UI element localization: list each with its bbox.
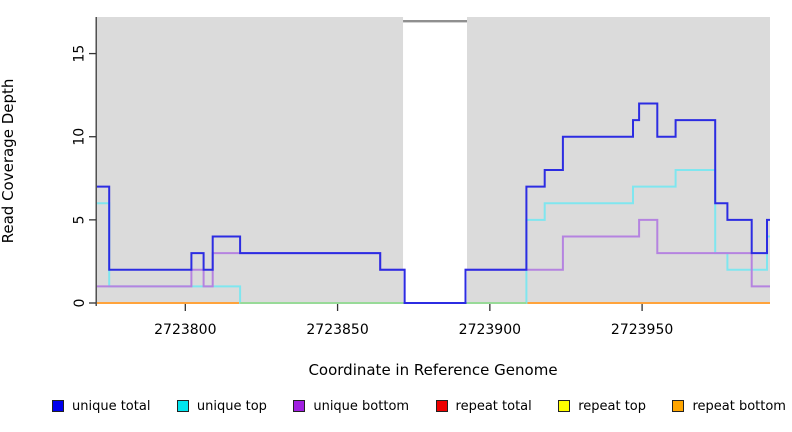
legend-label: repeat top bbox=[578, 398, 646, 414]
repeat-top-swatch-icon bbox=[558, 400, 571, 412]
legend-item-repeat-bottom: repeat bottom bbox=[672, 399, 786, 414]
x-tick-label: 2723900 bbox=[459, 322, 521, 338]
unique-top-swatch-icon bbox=[176, 400, 189, 412]
legend-item-unique-total: unique total bbox=[52, 399, 150, 414]
chart-legend: unique total unique top unique bottom re… bbox=[52, 396, 786, 416]
repeat-bottom-swatch-icon bbox=[672, 400, 685, 412]
x-axis-title: Coordinate in Reference Genome bbox=[308, 361, 558, 379]
coverage-chart: 0 5 10 15 2723800 2723850 2723900 2723950 bbox=[72, 17, 770, 338]
y-axis-title: Read Coverage Depth bbox=[0, 78, 17, 244]
masked-region-top-bar bbox=[403, 20, 467, 23]
y-tick-label: 5 bbox=[72, 215, 88, 224]
legend-item-unique-top: unique top bbox=[176, 398, 267, 414]
legend-label: unique total bbox=[72, 398, 151, 414]
legend-label: repeat total bbox=[455, 398, 532, 414]
unique-total-swatch-icon bbox=[52, 400, 64, 412]
y-tick-label: 0 bbox=[72, 299, 88, 308]
y-tick-label: 15 bbox=[72, 45, 88, 63]
legend-label: unique top bbox=[196, 398, 267, 414]
series-line-unique-total bbox=[97, 102, 770, 304]
x-tick-label: 2723850 bbox=[306, 322, 368, 338]
legend-label: unique bottom bbox=[313, 398, 410, 414]
legend-item-repeat-top: repeat top bbox=[558, 399, 646, 414]
legend-item-repeat-total: repeat total bbox=[435, 398, 532, 414]
series-line-unique-top bbox=[97, 169, 770, 304]
x-tick-label: 2723800 bbox=[154, 322, 216, 338]
masked-region bbox=[403, 17, 467, 303]
legend-item-unique-bottom: unique bottom bbox=[293, 399, 409, 414]
y-tick-label: 10 bbox=[72, 128, 88, 146]
x-tick-label: 2723950 bbox=[611, 322, 673, 338]
legend-label: repeat bottom bbox=[692, 398, 786, 414]
repeat-total-swatch-icon bbox=[435, 400, 448, 412]
unique-bottom-swatch-icon bbox=[293, 400, 306, 412]
